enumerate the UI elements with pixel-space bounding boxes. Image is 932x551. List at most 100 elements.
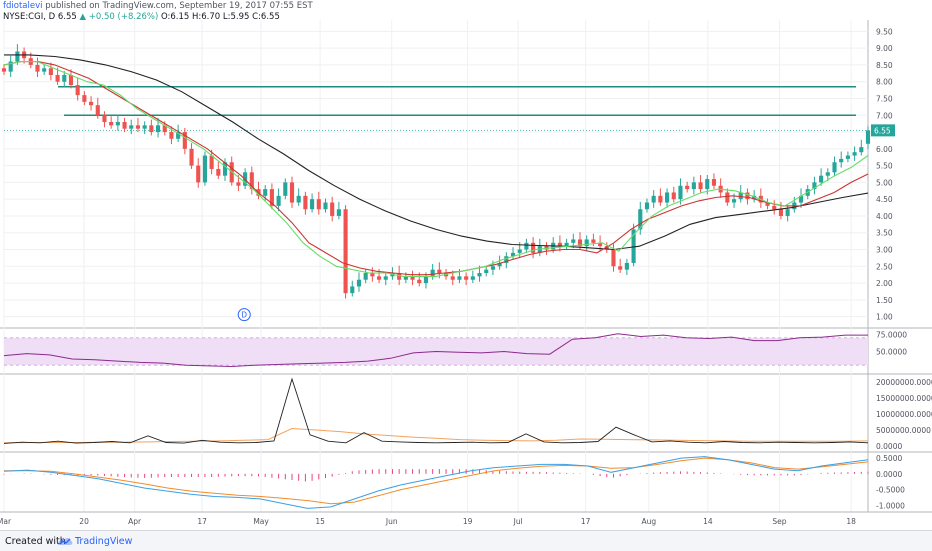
candle-body [417,279,422,284]
candle-body [812,182,817,190]
candle-body [303,195,308,210]
candle-body [276,195,281,206]
price-tick-label: 7.50 [876,94,893,103]
candle-body [477,273,482,277]
volume-tick-label: 15000000.0000 [876,394,932,403]
candle-body [685,185,690,190]
candle-body [102,115,107,122]
price-tick-label: 9.50 [876,27,893,36]
tradingview-logo-icon[interactable] [57,535,73,550]
last-price: 6.55 [57,12,77,22]
ema-mid-line [3,61,869,276]
candle-body [544,246,549,250]
symbol-label[interactable]: NYSE:CGI, D [3,12,56,22]
candle-body [798,195,804,203]
candle-body [176,132,181,139]
candle-body [651,195,656,203]
candle-body [323,202,328,210]
dividend-marker-label: D [241,311,247,320]
time-tick-label: 17 [197,517,207,526]
dividend-marker-icon [237,308,251,322]
price-tick-label: 6.00 [876,145,893,154]
price-tick-label: 1.00 [876,313,893,322]
macd-signal-line [4,457,869,505]
chart-canvas[interactable]: D 9.509.008.508.007.507.006.506.005.505.… [0,0,932,530]
candle-body [785,209,790,216]
candle-body [464,276,469,280]
candle-body [430,269,435,277]
candle-body [129,125,134,129]
candle-body [852,152,857,156]
price-tick-label: 8.00 [876,78,893,87]
candle-body [75,85,80,96]
candle-body [196,165,201,183]
rsi-tick-label: 75.0000 [876,330,907,339]
time-tick-label: 17 [581,517,591,526]
candle-body [82,95,87,102]
candle-body [8,61,13,72]
price-tick-label: 5.50 [876,162,893,171]
vol-pane [0,375,932,452]
price-tick-label: 2.50 [876,262,893,271]
candle-body [209,155,214,169]
candle-body [423,276,429,284]
candle-body [162,125,167,133]
candle-body [216,168,221,176]
candle-body [397,273,402,280]
candle-body [591,239,596,243]
candle-body [182,132,187,149]
candle-body [705,179,710,190]
price-tick-label: 8.50 [876,61,893,70]
candle-body [377,276,382,280]
last-price-box [871,124,895,137]
candle-body [839,158,844,163]
candle-body [765,202,770,206]
candle-body [109,121,114,126]
time-tick-label: Aug [642,517,657,526]
candle-body [15,51,20,62]
macd-tick-label: 0.5000 [876,454,902,463]
time-tick-label: Jul [513,517,523,526]
candle-body [189,148,194,166]
candle-body [832,162,837,173]
candle-body [249,172,254,190]
created-with-label: Created with [5,536,66,547]
price-tick-label: 9.00 [876,44,893,53]
candle-body [738,192,743,200]
candle-body [658,195,663,203]
candle-body [222,162,228,176]
candle-body [62,74,67,82]
candle-body [691,182,696,190]
price-tick-label: 1.50 [876,296,893,305]
candle-body [711,179,717,186]
footer-bar: Created with TradingView [0,530,932,551]
candle-body [95,105,100,116]
candle-body [644,202,650,210]
candle-body [263,189,268,196]
candle-body [725,192,730,203]
macd-tick-label: -0.5000 [876,486,905,495]
time-tick-label: 19 [463,517,473,526]
candle-body [296,195,301,203]
author-link[interactable]: fdiotalevi [3,1,43,11]
candle-body [497,262,502,267]
candle-body [68,74,74,86]
time-tick-label: Sep [772,517,786,526]
candle-body [618,266,623,270]
candle-body [665,192,670,203]
time-tick-label: 20 [79,517,89,526]
volume-tick-label: 0.0000 [876,442,902,451]
candle-body [356,279,362,287]
candle-body [490,266,495,270]
candle-body [336,209,341,216]
candle-body [624,262,629,270]
candle-body [859,147,864,153]
candle-body [772,205,777,210]
candle-body [752,195,757,200]
candle-body [819,175,824,183]
candle-body [745,192,750,200]
candle-body [1,68,7,72]
tradingview-link[interactable]: TradingView [75,536,133,547]
candle-body [330,202,335,216]
